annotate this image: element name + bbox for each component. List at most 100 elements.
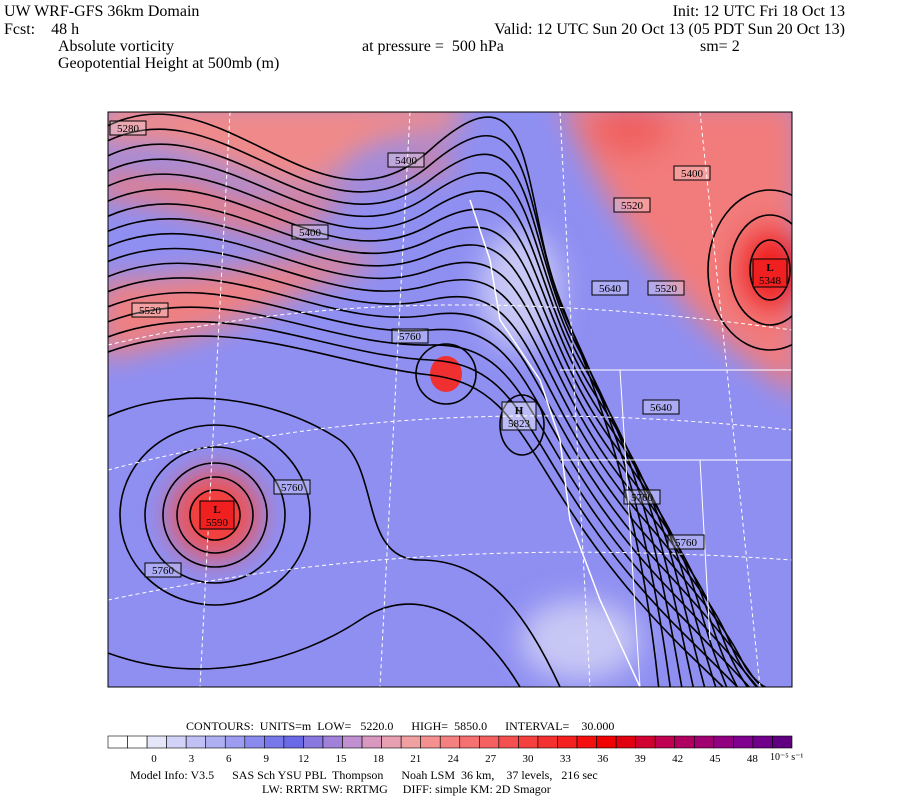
contour-label: 5400 xyxy=(395,155,418,167)
colorbar-box xyxy=(479,735,500,749)
colorbar-tick-label: 21 xyxy=(410,753,421,765)
colorbar-box xyxy=(596,735,617,749)
colorbar-box xyxy=(654,735,676,749)
colorbar-box xyxy=(772,735,793,749)
center-value: 5590 xyxy=(206,517,229,529)
contour-line xyxy=(108,397,561,687)
colorbar-box xyxy=(733,735,754,749)
title: UW WRF-GFS 36km Domain xyxy=(4,3,199,20)
center-box xyxy=(199,500,235,530)
contour-label-box xyxy=(273,479,311,495)
center-symbol: L xyxy=(766,262,773,274)
contour-line xyxy=(108,306,751,687)
vorticity-max xyxy=(430,356,462,392)
contour-line xyxy=(108,262,766,687)
field-name: Absolute vorticity xyxy=(58,38,174,55)
colorbar: 0 3 6 9 12 15 18 21 24 27 30 33 36 39 42 45 48 10⁻⁵ s⁻¹ xyxy=(107,735,803,765)
contour-line xyxy=(176,476,254,554)
center-symbol: H xyxy=(515,405,524,417)
contour-line xyxy=(499,394,545,456)
contour-line xyxy=(749,239,791,301)
contour-label: 5400 xyxy=(299,227,322,239)
vorticity-field xyxy=(108,112,792,680)
contour-label: 5760 xyxy=(399,331,422,343)
colorbar-box xyxy=(185,735,207,749)
contour-line xyxy=(108,173,706,687)
contour-label-box xyxy=(642,399,680,415)
contour-label: 5760 xyxy=(675,537,698,549)
colorbar-box xyxy=(127,735,148,749)
contour-label-box xyxy=(131,302,169,318)
colorbar-tick-label: 42 xyxy=(672,753,683,765)
contour-label: 5520 xyxy=(139,305,162,317)
colorbar-tick-label: 0 xyxy=(151,753,157,765)
colorbar-tick-label: 9 xyxy=(263,753,269,765)
contour-line xyxy=(729,214,792,326)
colorbar-tick-label: 33 xyxy=(560,753,572,765)
model-info: Model Info: V3.5 SAS Sch YSU PBL Thompso… xyxy=(130,768,598,782)
colorbar-tick-label: 3 xyxy=(189,753,195,765)
colorbar-unit: 10⁻⁵ s⁻¹ xyxy=(770,752,803,763)
colorbar-box xyxy=(205,735,226,749)
contour-label-box xyxy=(391,328,429,344)
contour-line xyxy=(119,424,311,606)
contour-label: 5640 xyxy=(599,283,622,295)
center-box xyxy=(501,401,537,431)
contour-label-box xyxy=(387,152,425,168)
colorbar-box xyxy=(361,735,382,749)
contour-label-box xyxy=(667,534,705,550)
contour-line xyxy=(108,320,739,687)
contour-label-box xyxy=(647,280,685,296)
colorbar-box xyxy=(244,735,265,749)
colorbar-box xyxy=(635,735,656,749)
colorbar-box xyxy=(537,735,558,749)
colorbar-box xyxy=(146,735,167,749)
contour-info: CONTOURS: UNITS=m LOW= 5220.0 HIGH= 5850… xyxy=(186,719,614,733)
colorbar-box xyxy=(420,735,441,749)
contour-label: 5760 xyxy=(281,482,304,494)
colorbar-box xyxy=(322,735,343,749)
contour-line xyxy=(108,143,683,687)
colorbar-box xyxy=(498,735,519,749)
contour-line xyxy=(108,113,660,687)
height-contours xyxy=(108,113,792,687)
contour-line xyxy=(144,446,286,584)
coastline xyxy=(469,199,641,687)
colorbar-box xyxy=(224,735,246,749)
contour-line xyxy=(108,203,728,687)
colorbar-tick-label: 48 xyxy=(747,753,759,765)
contour-line xyxy=(108,158,695,687)
contour-label: 5520 xyxy=(655,283,678,295)
colorbar-box xyxy=(283,735,304,749)
contour-line xyxy=(108,291,759,687)
colorbar-box xyxy=(752,735,773,749)
colorbar-box xyxy=(459,735,480,749)
colorbar-box xyxy=(264,735,285,749)
colorbar-tick-label: 39 xyxy=(635,753,647,765)
contour-line xyxy=(108,603,521,687)
contour-label-box xyxy=(673,165,711,181)
contour-label: 5640 xyxy=(650,402,673,414)
contour-line xyxy=(108,277,768,687)
init-time: Init: 12 UTC Fri 18 Oct 13 xyxy=(673,3,845,20)
colorbar-box xyxy=(713,735,734,749)
contour-label: 5280 xyxy=(117,123,140,135)
colorbar-box xyxy=(439,735,461,749)
colorbar-tick-label: 36 xyxy=(597,753,609,765)
colorbar-box xyxy=(166,735,187,749)
colorbar-box xyxy=(518,735,539,749)
center-value: 5348 xyxy=(759,275,782,287)
contour-label-box xyxy=(623,489,661,505)
contour-label-box xyxy=(591,280,629,296)
contour-label-box xyxy=(291,224,329,240)
contour-label: 5400 xyxy=(681,168,704,180)
contour-line xyxy=(707,189,792,351)
colorbar-box xyxy=(381,735,402,749)
colorbar-box xyxy=(693,735,715,749)
graticule xyxy=(108,112,792,687)
colorbar-tick-label: 27 xyxy=(485,753,497,765)
colorbar-box xyxy=(576,735,597,749)
center-symbol: L xyxy=(213,504,220,516)
